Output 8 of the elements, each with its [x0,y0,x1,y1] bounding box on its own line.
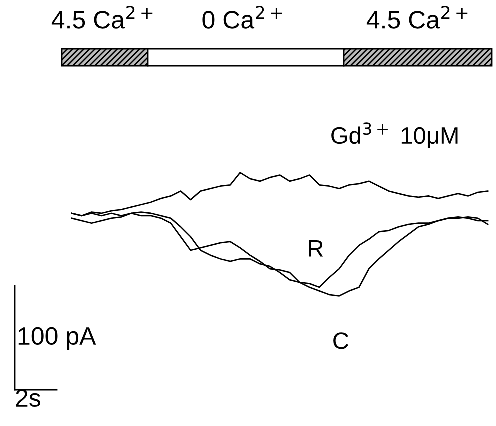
series-label: Gd$^{3+}$ 10μM [332,122,458,148]
text: 4.5 Ca$^{2+}$ [366,6,468,29]
series-label: R [309,240,324,257]
text: 4.5 Ca$^{2+}$ [52,6,153,29]
text: 100 pA [18,327,96,350]
series-label: C [334,332,349,350]
text: 2s [16,389,40,408]
text: 0 Ca$^{2+}$ [202,6,282,29]
